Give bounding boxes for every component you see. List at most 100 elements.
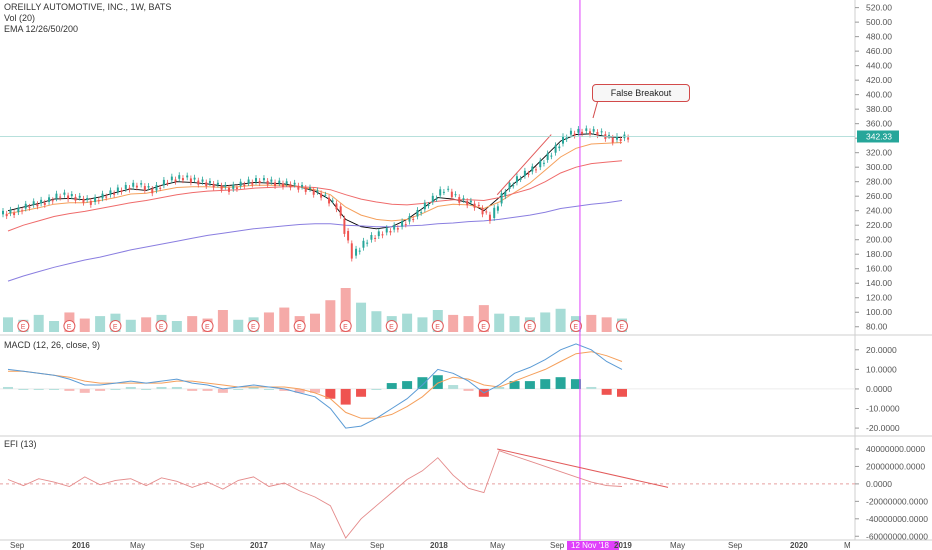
macd-histogram-bar (417, 377, 428, 389)
earnings-marker[interactable] (109, 320, 122, 332)
earnings-marker-label: E (481, 324, 486, 331)
candle-body (301, 184, 304, 187)
earnings-marker[interactable] (431, 320, 444, 332)
volume-bar (494, 313, 505, 332)
cursor-date-badge[interactable] (567, 541, 619, 550)
macd-histogram-bar (156, 386, 167, 389)
candle-body (381, 234, 384, 236)
price-tick-label: 280.00 (866, 177, 892, 187)
earnings-marker[interactable] (17, 320, 30, 332)
macd-line (7, 343, 623, 429)
volume-bar (125, 319, 136, 332)
candle-body (212, 183, 215, 188)
earnings-marker[interactable] (339, 320, 352, 332)
efi-tick-label: 20000000.0000 (866, 461, 925, 471)
macd-histogram-bar (233, 388, 244, 390)
candle-body (377, 231, 380, 237)
candle-body (67, 195, 70, 200)
earnings-marker[interactable] (385, 320, 398, 332)
candle-body (82, 198, 85, 203)
candle-body (523, 170, 526, 176)
macd-histogram-bar (586, 386, 597, 389)
candle-body (116, 187, 119, 192)
macd-tick-label: 20.0000 (866, 345, 897, 355)
last-price-badge[interactable] (857, 130, 899, 143)
efi-divergence-line[interactable] (497, 448, 669, 488)
symbol-title[interactable]: OREILLY AUTOMOTIVE, INC., 1W, BATS (4, 2, 172, 12)
earnings-marker[interactable] (616, 320, 628, 332)
candle-body (442, 191, 445, 193)
ema-line-4 (7, 200, 623, 282)
candle-body (596, 132, 599, 136)
candle-body (312, 190, 315, 195)
time-axis[interactable]: Sep 2016 May Sep 2017 May Sep 2018 May Sep 12 Nov … (10, 541, 851, 550)
macd-histogram-bar (448, 385, 459, 389)
ema-line-3 (7, 160, 623, 232)
time-tick-label: 2017 (250, 541, 268, 550)
volume-bar (356, 302, 367, 332)
candle-body (366, 242, 369, 244)
false-breakout-callout[interactable]: False Breakout (592, 84, 690, 102)
price-tick-label: 140.00 (866, 278, 892, 288)
candle-body (128, 187, 131, 190)
candle-body (74, 196, 77, 201)
volume-bar (478, 305, 489, 332)
macd-histogram-bar (356, 388, 367, 397)
candle-body (466, 201, 469, 206)
drawings[interactable] (496, 0, 669, 540)
earnings-marker[interactable] (293, 320, 306, 332)
candle-body (316, 190, 319, 192)
candle-body (608, 134, 611, 136)
macd-legend-label: MACD (12, 26, close, 9) (4, 340, 101, 350)
candle-body (132, 182, 135, 187)
candle-body (5, 213, 8, 217)
ema-legend[interactable]: EMA 12/26/50/200 (4, 24, 79, 34)
macd-legend[interactable]: MACD (12, 26, close, 9) (4, 340, 100, 351)
candle-body (21, 210, 24, 212)
candle-body (120, 190, 123, 192)
efi-line (7, 450, 623, 539)
candle-body (385, 228, 388, 233)
candle-body (569, 130, 572, 135)
earnings-marker[interactable] (201, 320, 214, 332)
earnings-marker[interactable] (569, 320, 582, 332)
candle-body (554, 145, 557, 153)
candle-body (201, 179, 204, 182)
earnings-marker-label: E (343, 324, 348, 331)
volume-legend[interactable]: Vol (20) (4, 13, 36, 23)
price-tick-label: 200.00 (866, 235, 892, 245)
candle-body (331, 200, 334, 202)
macd-histogram-bar (540, 379, 551, 389)
macd-histogram-bar (524, 381, 535, 389)
candle-body (251, 182, 254, 185)
earnings-marker[interactable] (63, 320, 76, 332)
candle-body (193, 177, 196, 180)
price-axis[interactable]: 520.00 500.00 480.00 460.00 440.00 420.00 400.… (0, 3, 928, 542)
macd-tick-label: 0.0000 (866, 384, 892, 394)
candle-body (611, 137, 614, 143)
earnings-marker-label: E (113, 324, 118, 331)
time-tick-label: 2016 (72, 541, 90, 550)
earnings-marker[interactable] (247, 320, 260, 332)
time-tick-label: Sep (728, 541, 743, 550)
candle-body (447, 188, 450, 190)
candle-body (28, 206, 31, 208)
candle-body (155, 184, 158, 191)
efi-legend[interactable]: EFI (13) (4, 439, 37, 450)
uptrend-line[interactable] (496, 134, 552, 196)
earnings-marker[interactable] (155, 320, 168, 332)
volume-bar (310, 313, 320, 332)
earnings-marker[interactable] (523, 320, 536, 332)
earnings-marker[interactable] (477, 320, 490, 332)
volume-bar (402, 313, 413, 332)
volume-bar (601, 317, 612, 332)
candle-body (59, 196, 62, 198)
volume-bar (463, 316, 474, 332)
earnings-marker-label: E (205, 324, 210, 331)
macd-histogram-bar (494, 386, 505, 389)
earnings-marker-label: E (21, 324, 26, 331)
callout-pointer[interactable] (592, 99, 599, 119)
